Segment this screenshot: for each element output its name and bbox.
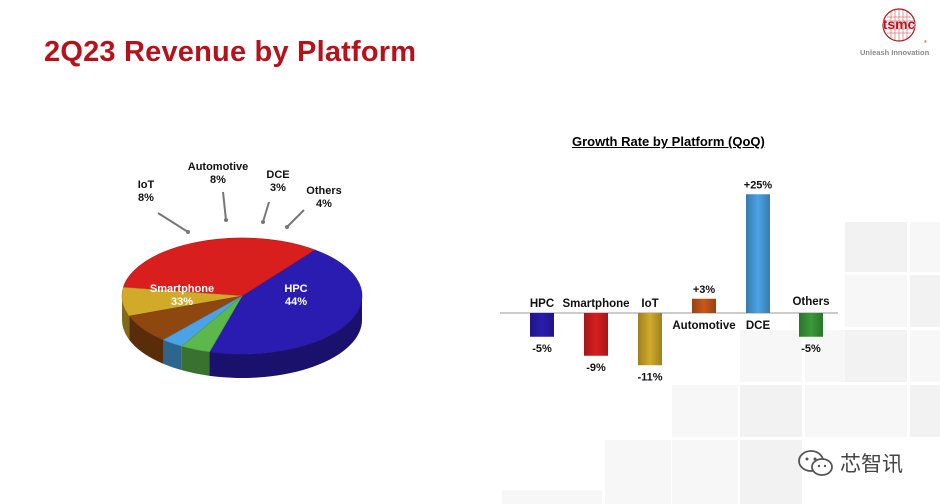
bar-category-label-dce: DCE bbox=[746, 320, 771, 332]
pie-value-iot: 8% bbox=[138, 192, 154, 204]
background-tile bbox=[740, 440, 802, 504]
pie-label-smartphone: Smartphone bbox=[150, 283, 214, 295]
pie-value-hpc: 44% bbox=[285, 296, 307, 308]
bar-value-label-automotive: +3% bbox=[693, 284, 716, 296]
leader-dot-others bbox=[285, 225, 289, 229]
leader-dot-dce bbox=[261, 220, 265, 224]
pie-label-dce: DCE bbox=[266, 169, 289, 181]
background-tile bbox=[672, 385, 738, 437]
logo-tagline: Unleash Innovation bbox=[860, 48, 930, 57]
bar-smartphone bbox=[584, 313, 608, 356]
bar-others bbox=[799, 313, 823, 337]
pie-side-dce bbox=[163, 339, 182, 371]
leader-line-automotive bbox=[222, 191, 227, 221]
page-title: 2Q23 Revenue by Platform bbox=[44, 36, 417, 68]
watermark-text: 芯智讯 bbox=[840, 452, 903, 476]
background-tile bbox=[740, 385, 802, 437]
pie-side-others bbox=[181, 346, 210, 376]
background-tile bbox=[605, 440, 671, 504]
bar-value-label-iot: -11% bbox=[637, 371, 662, 383]
bar-category-label-automotive: Automotive bbox=[672, 320, 735, 332]
background-tile bbox=[502, 490, 602, 504]
leader-dot-automotive bbox=[224, 218, 228, 222]
pie-slice-smartphone bbox=[122, 237, 316, 297]
bar-chart: HPC -5% Smartphone -9% IoT -11% Automotive +3% D… bbox=[500, 179, 838, 383]
pie-value-smartphone: 33% bbox=[171, 296, 193, 308]
background-tile bbox=[845, 385, 907, 437]
background-tile bbox=[805, 330, 845, 382]
bar-dce bbox=[746, 194, 770, 313]
pie-value-automotive: 8% bbox=[210, 174, 226, 186]
pie-side-hpc bbox=[209, 296, 362, 378]
background-tile bbox=[910, 385, 940, 437]
leader-dot-iot bbox=[186, 230, 190, 234]
pie-label-automotive: Automotive bbox=[188, 161, 249, 173]
bar-chart-title: Growth Rate by Platform (QoQ) bbox=[572, 134, 765, 149]
pie-value-others: 4% bbox=[316, 198, 332, 210]
background-tile bbox=[740, 330, 802, 382]
bar-iot bbox=[638, 313, 662, 366]
leader-line-dce bbox=[262, 201, 270, 223]
watermark: 芯智讯 bbox=[796, 448, 903, 478]
pie-label-iot: IoT bbox=[138, 179, 155, 191]
tsmc-logo: tsmc ® bbox=[882, 8, 927, 44]
pie-value-dce: 3% bbox=[270, 182, 286, 194]
bar-category-label-hpc: HPC bbox=[530, 298, 554, 310]
pie-slice-others bbox=[181, 295, 243, 353]
bar-automotive bbox=[692, 298, 716, 313]
pie-label-hpc: HPC bbox=[284, 283, 307, 295]
leader-line-others bbox=[286, 209, 305, 228]
wafer-grid-icon bbox=[882, 8, 916, 42]
bar-category-label-smartphone: Smartphone bbox=[562, 298, 629, 310]
bar-hpc bbox=[530, 313, 554, 337]
background-tile bbox=[910, 330, 940, 382]
registered-mark: ® bbox=[924, 39, 927, 44]
bar-value-label-smartphone: -9% bbox=[586, 362, 606, 374]
pie-side-automotive bbox=[129, 316, 164, 364]
logo-wordmark: tsmc bbox=[883, 16, 916, 32]
background-tile bbox=[845, 330, 907, 382]
background-tile bbox=[805, 385, 845, 437]
bar-value-label-dce: +25% bbox=[744, 179, 773, 191]
bar-category-label-others: Others bbox=[792, 296, 829, 308]
bar-value-label-others: -5% bbox=[801, 343, 821, 355]
pie-slice-hpc bbox=[209, 249, 363, 355]
background-tile bbox=[845, 222, 907, 272]
background-tile bbox=[910, 222, 940, 272]
bar-value-label-hpc: -5% bbox=[532, 343, 552, 355]
leader-line-iot bbox=[157, 212, 189, 233]
background-tile bbox=[910, 275, 940, 327]
bar-category-label-iot: IoT bbox=[641, 298, 658, 310]
background-tile bbox=[845, 275, 907, 327]
background-tile bbox=[672, 440, 738, 504]
wechat-icon bbox=[798, 450, 833, 476]
pie-label-others: Others bbox=[306, 185, 341, 197]
